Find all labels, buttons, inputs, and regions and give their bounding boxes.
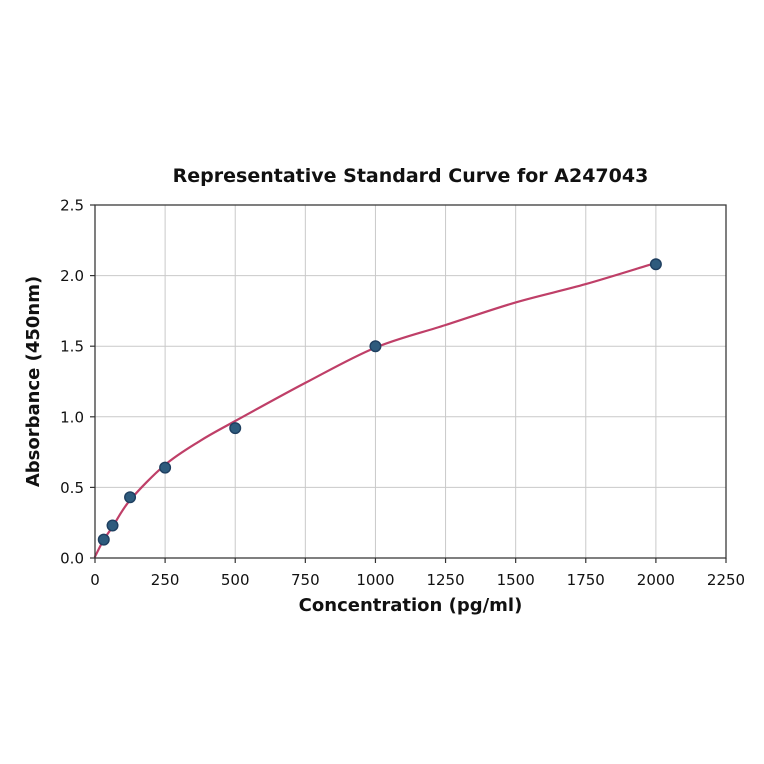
y-axis-label: Absorbance (450nm) (23, 276, 44, 487)
data-point (124, 491, 137, 504)
y-tick-label: 1.0 (60, 408, 84, 426)
x-tick-label: 250 (151, 571, 180, 589)
y-tick-label: 2.0 (60, 267, 84, 285)
y-tick-label: 2.5 (60, 197, 84, 215)
grid-layer (94, 204, 727, 559)
data-point (97, 533, 110, 546)
y-tick-label: 1.5 (60, 338, 84, 356)
x-tick-label: 2000 (637, 571, 675, 589)
axes-layer (90, 204, 727, 563)
x-tick-label: 2250 (707, 571, 745, 589)
chart-title: Representative Standard Curve for A24704… (173, 165, 649, 187)
y-tick-label: 0.0 (60, 550, 84, 568)
x-tick-label: 750 (291, 571, 320, 589)
x-tick-label: 1250 (426, 571, 464, 589)
data-points-layer (97, 258, 662, 546)
x-tick-label: 1000 (356, 571, 394, 589)
x-tick-label: 1500 (497, 571, 535, 589)
x-tick-label: 1750 (567, 571, 605, 589)
x-tick-label: 500 (221, 571, 250, 589)
data-point (649, 258, 662, 271)
tick-label-layer: 0 250 500 750 1000 1250 1500 1750 2000 2250 0.0 0.5… (60, 197, 745, 590)
x-axis-label: Concentration (pg/ml) (299, 595, 523, 616)
plot-frame (94, 204, 727, 559)
data-point (159, 461, 172, 474)
data-point (229, 422, 242, 435)
data-point (106, 519, 119, 532)
data-point (369, 340, 382, 353)
y-tick-label: 0.5 (60, 479, 84, 497)
x-tick-label: 0 (90, 571, 100, 589)
